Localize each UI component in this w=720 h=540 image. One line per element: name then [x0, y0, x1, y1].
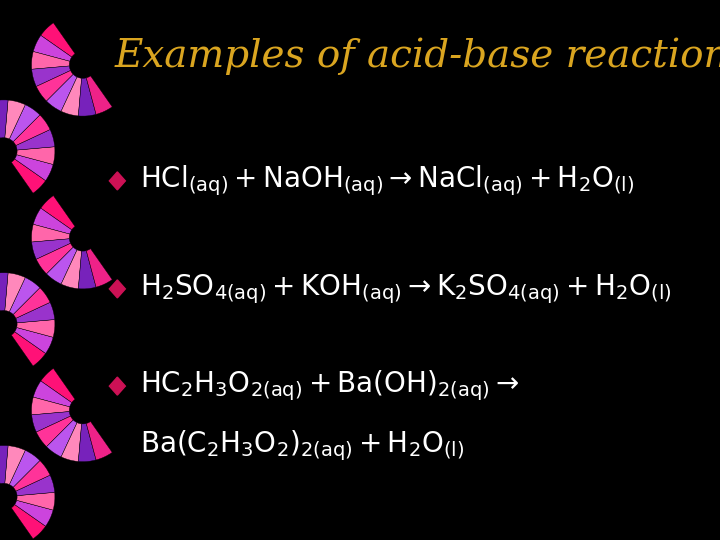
Wedge shape: [47, 75, 77, 111]
Wedge shape: [78, 251, 96, 289]
Wedge shape: [13, 115, 50, 145]
Wedge shape: [14, 500, 53, 526]
Wedge shape: [36, 71, 73, 101]
Wedge shape: [14, 327, 53, 353]
Wedge shape: [41, 195, 75, 230]
Wedge shape: [36, 416, 73, 447]
Wedge shape: [32, 66, 71, 86]
Wedge shape: [12, 332, 45, 366]
Wedge shape: [86, 76, 112, 114]
Wedge shape: [36, 244, 73, 274]
Wedge shape: [5, 100, 25, 139]
Wedge shape: [9, 450, 40, 487]
Wedge shape: [61, 423, 81, 462]
Polygon shape: [109, 280, 125, 298]
Wedge shape: [86, 248, 112, 287]
Wedge shape: [32, 224, 70, 242]
Wedge shape: [0, 446, 8, 484]
Wedge shape: [13, 288, 50, 318]
Wedge shape: [17, 147, 55, 165]
Wedge shape: [47, 247, 77, 284]
Wedge shape: [61, 77, 81, 116]
Wedge shape: [32, 239, 71, 259]
Wedge shape: [16, 475, 55, 496]
Wedge shape: [5, 273, 25, 312]
Wedge shape: [41, 23, 75, 57]
Polygon shape: [109, 377, 125, 395]
Wedge shape: [78, 78, 96, 116]
Wedge shape: [12, 159, 45, 193]
Wedge shape: [78, 423, 96, 462]
Wedge shape: [13, 461, 50, 491]
Wedge shape: [33, 36, 72, 62]
Text: $\mathrm{H_2SO_{4(aq)} + KOH_{(aq)} \rightarrow K_2SO_{4(aq)} + H_2O_{(l)}}$: $\mathrm{H_2SO_{4(aq)} + KOH_{(aq)} \rig…: [140, 272, 672, 306]
Wedge shape: [33, 381, 72, 407]
Wedge shape: [0, 100, 8, 138]
Wedge shape: [47, 420, 77, 457]
Wedge shape: [33, 208, 72, 234]
Wedge shape: [32, 397, 70, 415]
Wedge shape: [5, 446, 25, 484]
Wedge shape: [61, 250, 81, 289]
Wedge shape: [16, 302, 55, 323]
Wedge shape: [17, 492, 55, 510]
Wedge shape: [16, 130, 55, 150]
Wedge shape: [32, 51, 70, 69]
Text: $\mathrm{Ba(C_2H_3O_2)_{2(aq)} + H_2O_{(l)}}$: $\mathrm{Ba(C_2H_3O_2)_{2(aq)} + H_2O_{(…: [140, 428, 465, 463]
Polygon shape: [109, 172, 125, 190]
Wedge shape: [12, 504, 45, 539]
Wedge shape: [0, 273, 8, 311]
Wedge shape: [14, 154, 53, 180]
Wedge shape: [9, 278, 40, 314]
Wedge shape: [86, 421, 112, 460]
Text: Examples of acid-base reactions: Examples of acid-base reactions: [114, 38, 720, 76]
Wedge shape: [9, 105, 40, 141]
Wedge shape: [32, 411, 71, 432]
Wedge shape: [41, 368, 75, 403]
Text: $\mathrm{HCl_{(aq)} + NaOH_{(aq)} \rightarrow NaCl_{(aq)} + H_2O_{(l)}}$: $\mathrm{HCl_{(aq)} + NaOH_{(aq)} \right…: [140, 164, 634, 198]
Text: $\mathrm{HC_2H_3O_{2(aq)} + Ba(OH)_{2(aq)} \rightarrow}$: $\mathrm{HC_2H_3O_{2(aq)} + Ba(OH)_{2(aq…: [140, 369, 520, 403]
Wedge shape: [17, 320, 55, 338]
